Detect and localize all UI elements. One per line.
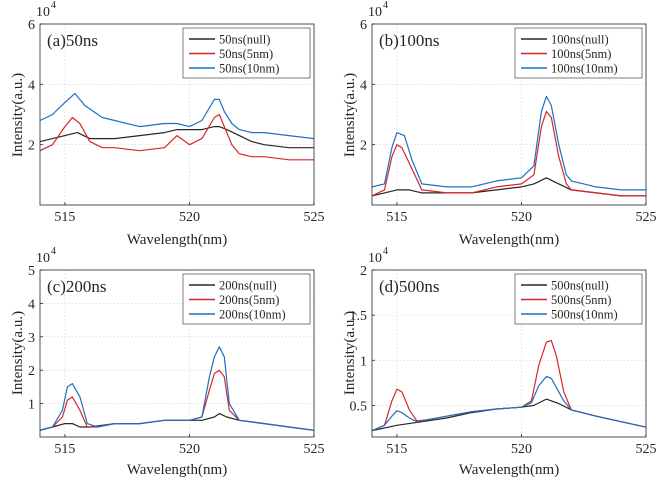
series-line-2: [40, 113, 314, 161]
series-line-2: [372, 110, 646, 197]
y-tick-label: 2: [360, 139, 367, 154]
y-exponent: 10: [368, 251, 382, 266]
y-exponent-power: 4: [383, 0, 388, 11]
axes-frame: [371, 23, 647, 206]
series-line-3: [372, 375, 646, 432]
y-tick-label: 4: [28, 78, 35, 93]
legend-label: 200ns(10nm): [219, 308, 286, 322]
y-tick-label: 2: [28, 139, 35, 154]
y-exponent: 10: [36, 251, 50, 266]
y-tick-label: 4: [28, 297, 35, 312]
y-axis-label: Intensity(a.u.): [342, 311, 358, 395]
legend-label: 500ns(5nm): [551, 293, 611, 307]
y-tick-label: 5: [28, 264, 35, 279]
y-axis-label: Intensity(a.u.): [10, 73, 26, 157]
y-tick-label: 0.5: [350, 399, 368, 414]
x-tick-label: 525: [304, 210, 325, 225]
y-tick-label: 2: [28, 364, 35, 379]
series-line-1: [372, 177, 646, 197]
panel-label: (c)200ns: [47, 277, 106, 296]
legend-label: 100ns(null): [551, 33, 609, 47]
y-tick-label: 1: [360, 354, 367, 369]
axes-frame: [371, 269, 647, 438]
panel-4: 515 520 525 0.5 1 1.5 210 4 Wavelength(nm) Intens…: [342, 246, 657, 478]
y-tick-label: 1: [28, 398, 35, 413]
x-axis-label: Wavelength(nm): [459, 232, 559, 248]
x-tick-label: 525: [636, 442, 657, 457]
y-tick-label: 4: [360, 78, 367, 93]
legend-label: 100ns(5nm): [551, 47, 611, 61]
panel-label: (d)500ns: [379, 277, 439, 296]
y-axis-label: Intensity(a.u.): [10, 311, 26, 395]
axes-frame: [39, 23, 315, 206]
y-exponent-power: 4: [383, 246, 388, 257]
series-line-1: [40, 413, 314, 431]
x-tick-label: 515: [54, 442, 75, 457]
x-axis-label: Wavelength(nm): [127, 462, 227, 478]
x-tick-label: 520: [511, 210, 532, 225]
legend-label: 200ns(5nm): [219, 293, 279, 307]
panel-label: (b)100ns: [379, 31, 439, 50]
y-tick-label: 2: [360, 264, 367, 279]
y-exponent: 10: [36, 5, 50, 20]
y-tick-label: 6: [360, 18, 367, 33]
series-line-3: [40, 346, 314, 431]
legend-label: 500ns(10nm): [551, 308, 618, 322]
x-axis-label: Wavelength(nm): [127, 232, 227, 248]
x-tick-label: 520: [511, 442, 532, 457]
y-exponent-power: 4: [51, 246, 56, 257]
x-tick-label: 515: [54, 210, 75, 225]
series-line-1: [40, 125, 314, 149]
y-exponent-power: 4: [51, 0, 56, 11]
series-line-3: [372, 95, 646, 191]
legend-label: 50ns(null): [219, 33, 270, 47]
legend-label: 500ns(null): [551, 279, 609, 293]
x-tick-label: 515: [386, 442, 407, 457]
legend-label: 100ns(10nm): [551, 62, 618, 76]
x-tick-label: 515: [386, 210, 407, 225]
legend-label: 50ns(10nm): [219, 62, 279, 76]
axes-frame: [39, 269, 315, 438]
y-tick-label: 6: [28, 18, 35, 33]
x-tick-label: 525: [636, 210, 657, 225]
x-tick-label: 525: [304, 442, 325, 457]
y-exponent: 10: [368, 5, 382, 20]
legend-label: 200ns(null): [219, 279, 277, 293]
legend-label: 50ns(5nm): [219, 47, 273, 61]
y-tick-label: 1.5: [350, 309, 368, 324]
series-line-2: [372, 339, 646, 432]
x-tick-label: 520: [179, 442, 200, 457]
panel-label: (a)50ns: [47, 31, 98, 50]
series-line-3: [40, 92, 314, 140]
x-axis-label: Wavelength(nm): [459, 462, 559, 478]
x-tick-label: 520: [179, 210, 200, 225]
y-tick-label: 3: [28, 331, 35, 346]
y-axis-label: Intensity(a.u.): [342, 73, 358, 157]
